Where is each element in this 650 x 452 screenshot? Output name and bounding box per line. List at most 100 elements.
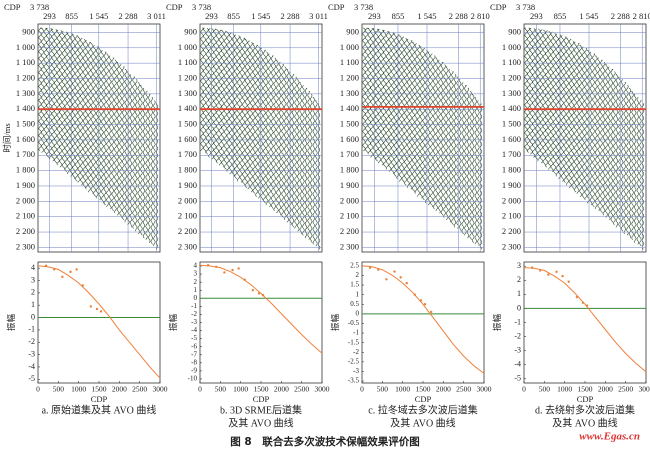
y-tick-label: 2.5 (350, 261, 359, 269)
y-tick-label: 1 700 (340, 149, 359, 159)
y-tick-label: 1 800 (502, 165, 521, 175)
trace (103, 51, 107, 206)
y-tick-label: 0 (194, 294, 198, 302)
trace (153, 100, 156, 247)
y-tick-label: 2 300 (16, 241, 35, 251)
trace (82, 39, 86, 188)
x-tick-label: 2 810 (471, 11, 490, 21)
trace (255, 44, 259, 197)
cdp-label: CDP (166, 2, 183, 12)
y-tick-label: 1 800 (340, 165, 359, 175)
y-tick-label: 1 700 (502, 149, 521, 159)
trace (435, 57, 439, 212)
trace (432, 55, 436, 210)
avo-point (99, 310, 103, 313)
avo-point (399, 276, 402, 279)
x-tick-label: 1000 (233, 385, 248, 394)
y-tick-label: 2 100 (178, 211, 197, 221)
trace (67, 32, 71, 175)
y-tick-label: -2 (191, 310, 197, 318)
trace (59, 30, 63, 168)
trace (145, 90, 148, 240)
y-axis-label: 振幅 (330, 314, 340, 332)
avo-point (257, 292, 261, 295)
trace (124, 68, 128, 223)
avo-point (53, 268, 56, 271)
trace (581, 46, 585, 199)
cdp-value: 3 738 (192, 2, 211, 12)
avo-point (75, 268, 78, 271)
caption: 及其 AVO 曲线 (390, 416, 455, 429)
y-tick-label: 2 000 (178, 195, 197, 205)
x-tick-label: 1000 (71, 385, 86, 394)
avo-point (261, 293, 265, 297)
x-tick-label: 3 011 (309, 11, 328, 21)
trace (555, 33, 559, 177)
trace (458, 79, 462, 232)
trace (456, 76, 459, 229)
y-tick-label: -6 (191, 342, 197, 350)
trace (200, 27, 204, 152)
y-tick-label: 2 300 (340, 241, 359, 251)
trace (529, 28, 533, 155)
trace (391, 32, 395, 175)
trace (304, 87, 308, 239)
y-tick-label: 1 500 (178, 119, 197, 129)
trace (448, 68, 452, 223)
y-tick-label: 1 600 (178, 134, 197, 144)
y-tick-label: 900 (184, 26, 197, 36)
y-tick-label: -3 (514, 345, 521, 354)
y-tick-label: 2 000 (16, 195, 35, 205)
trace (213, 28, 217, 162)
y-tick-label: 1 400 (340, 103, 359, 113)
y-tick-label: 1 (517, 289, 521, 298)
trace (114, 59, 117, 214)
y-tick-label: 0 (517, 303, 521, 312)
y-tick-label: 1 700 (178, 149, 197, 159)
trace (312, 97, 316, 245)
y-axis-label: 振幅 (6, 314, 16, 332)
y-tick-label: 0 (356, 309, 360, 317)
trace (547, 31, 552, 170)
y-tick-label: 1 (194, 286, 198, 294)
trace (234, 34, 238, 180)
trace (568, 39, 572, 189)
trace (453, 74, 457, 228)
y-tick-label: 1 300 (502, 88, 521, 98)
trace (623, 82, 627, 235)
avo-point (95, 307, 99, 311)
avo-point (419, 299, 423, 302)
watermark: www.Egas.cn (579, 431, 640, 443)
avo-point (581, 301, 585, 305)
x-tick-label: 2000 (598, 385, 613, 394)
trace (532, 28, 536, 158)
avo-point (206, 264, 210, 267)
trace (633, 94, 637, 243)
trace (278, 61, 282, 216)
x-tick-label: 2000 (112, 385, 127, 394)
x-tick-label: 293 (368, 11, 381, 21)
trace (309, 94, 313, 243)
trace (427, 51, 431, 206)
y-tick-label: 1 900 (178, 180, 197, 190)
y-tick-label: -1 (28, 325, 35, 334)
y-tick-label: 2 200 (502, 226, 521, 236)
plot-frame (37, 261, 161, 384)
trace (584, 48, 588, 201)
trace (414, 43, 418, 194)
trace (315, 100, 318, 247)
trace (615, 74, 619, 228)
y-tick-label: 3 (31, 275, 35, 284)
x-tick-label: 0 (198, 385, 202, 394)
y-tick-label: 2 200 (16, 226, 35, 236)
trace (398, 35, 402, 182)
trace (440, 62, 444, 216)
y-tick-label: 4 (194, 262, 198, 270)
y-tick-label: 2 300 (178, 241, 197, 251)
y-tick-label: 1 200 (340, 72, 359, 82)
trace (147, 94, 151, 243)
trace (565, 37, 570, 186)
trace (362, 27, 366, 152)
